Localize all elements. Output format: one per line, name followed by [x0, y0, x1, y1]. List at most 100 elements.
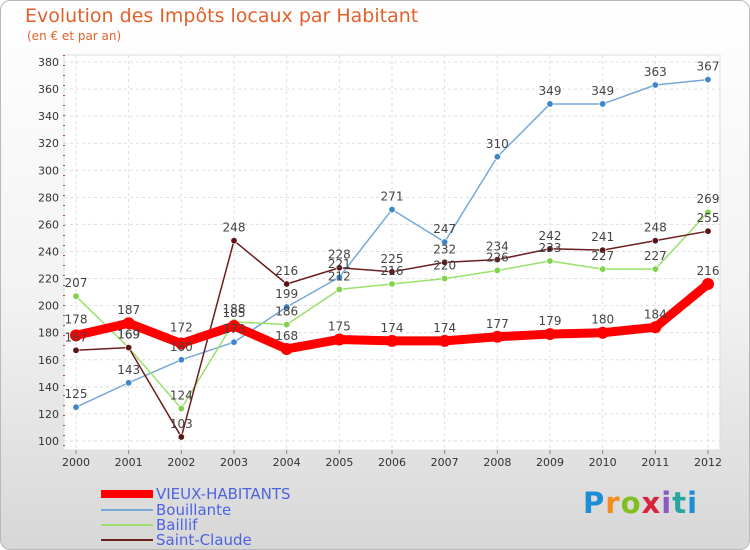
- data-point: [283, 303, 291, 311]
- data-label: 212: [328, 269, 351, 283]
- data-label: 180: [591, 313, 614, 327]
- data-point: [72, 403, 80, 411]
- data-label: 248: [644, 221, 667, 235]
- x-tick-label: 2012: [694, 456, 722, 469]
- data-point: [388, 206, 396, 214]
- y-tick-label: 380: [38, 56, 59, 69]
- legend-label: VIEUX-HABITANTS: [156, 485, 291, 503]
- y-tick-label: 100: [38, 435, 59, 448]
- y-tick-label: 300: [38, 164, 59, 177]
- legend-label: Saint-Claude: [156, 531, 252, 549]
- legend-label: Bouillante: [156, 501, 232, 519]
- data-point: [702, 277, 714, 290]
- data-label: 367: [697, 60, 720, 74]
- data-label: 232: [433, 242, 456, 256]
- brand-letter: x: [641, 486, 662, 520]
- data-point: [704, 208, 712, 216]
- data-label: 227: [644, 249, 667, 263]
- brand-letter: i: [687, 486, 699, 520]
- data-label: 216: [275, 264, 298, 278]
- data-point: [122, 317, 135, 330]
- y-tick-label: 260: [38, 218, 59, 231]
- data-point: [333, 333, 346, 346]
- data-point: [493, 256, 501, 264]
- data-point: [704, 76, 712, 84]
- data-label: 207: [65, 276, 88, 290]
- data-label: 186: [275, 305, 298, 319]
- y-tick-label: 160: [38, 354, 59, 367]
- data-label: 220: [433, 259, 456, 273]
- data-label: 172: [170, 321, 193, 335]
- data-label: 234: [486, 240, 509, 254]
- data-point: [175, 337, 188, 350]
- y-tick-label: 340: [38, 110, 59, 123]
- legend-swatch: [101, 490, 153, 498]
- data-point: [599, 265, 607, 273]
- x-tick-label: 2006: [378, 456, 406, 469]
- data-point: [177, 405, 185, 413]
- data-point: [230, 237, 238, 245]
- data-point: [177, 433, 185, 441]
- data-point: [230, 338, 238, 346]
- data-label: 242: [539, 229, 562, 243]
- brand-letter: t: [672, 486, 688, 520]
- x-tick-label: 2008: [483, 456, 511, 469]
- y-tick-label: 280: [38, 191, 59, 204]
- data-point: [649, 321, 662, 334]
- legend-swatch: [101, 539, 153, 541]
- brand-letter: P: [583, 486, 606, 520]
- x-tick-label: 2009: [536, 456, 564, 469]
- y-tick-label: 140: [38, 381, 59, 394]
- data-label: 226: [486, 250, 509, 264]
- data-label: 125: [65, 387, 88, 401]
- data-label: 271: [381, 190, 404, 204]
- data-label: 216: [697, 264, 720, 278]
- y-tick-label: 200: [38, 300, 59, 313]
- data-point: [438, 334, 451, 347]
- data-label: 174: [381, 321, 404, 335]
- data-label: 185: [223, 306, 246, 320]
- data-label: 269: [697, 192, 720, 206]
- data-label: 349: [539, 84, 562, 98]
- x-tick-label: 2010: [589, 456, 617, 469]
- y-tick-label: 180: [38, 327, 59, 340]
- x-tick-label: 2007: [431, 456, 459, 469]
- brand-logo: Proxiti: [583, 486, 698, 520]
- data-point: [125, 379, 133, 387]
- x-tick-label: 2003: [220, 456, 248, 469]
- data-point: [441, 238, 449, 246]
- data-label: 199: [275, 287, 298, 301]
- x-tick-label: 2005: [325, 456, 353, 469]
- x-tick-label: 2002: [167, 456, 195, 469]
- brand-letter: i: [661, 486, 673, 520]
- data-label: 175: [328, 319, 351, 333]
- data-label: 188: [223, 302, 246, 316]
- data-label: 248: [223, 221, 246, 235]
- y-tick-label: 240: [38, 246, 59, 259]
- x-tick-label: 2004: [273, 456, 301, 469]
- x-tick-label: 2011: [641, 456, 669, 469]
- data-point: [228, 319, 240, 332]
- chart-title: Evolution des Impôts locaux par Habitant: [25, 5, 419, 27]
- data-point: [72, 346, 80, 354]
- x-tick-label: 2001: [115, 456, 143, 469]
- data-label: 255: [697, 211, 720, 225]
- data-label: 167: [65, 330, 88, 344]
- data-point: [335, 285, 343, 293]
- data-label: 124: [170, 389, 193, 403]
- data-point: [704, 227, 712, 235]
- data-point: [596, 326, 609, 339]
- legend-item-saint-claude: Saint-Claude: [101, 531, 252, 549]
- data-point: [651, 81, 659, 89]
- data-label: 143: [117, 363, 140, 377]
- data-label: 228: [328, 248, 351, 262]
- legend-item-vieux-habitants: VIEUX-HABITANTS: [101, 485, 291, 503]
- brand-letter: r: [605, 486, 621, 520]
- data-label: 247: [433, 222, 456, 236]
- data-label: 174: [433, 321, 456, 335]
- data-point: [335, 273, 343, 281]
- data-point: [491, 330, 504, 343]
- data-label: 225: [381, 252, 404, 266]
